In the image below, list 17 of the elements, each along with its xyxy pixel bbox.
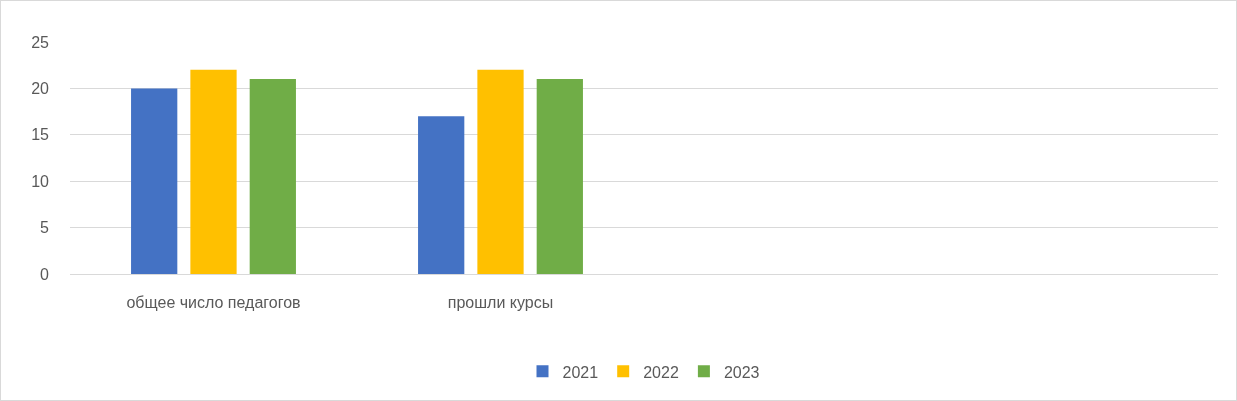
y-tick-label: 5 bbox=[40, 219, 50, 237]
legend-label: 2023 bbox=[723, 363, 760, 381]
y-tick-label: 25 bbox=[31, 33, 50, 51]
bar bbox=[477, 69, 524, 274]
y-tick-label: 10 bbox=[31, 172, 50, 190]
bar bbox=[536, 79, 583, 274]
y-tick-label: 0 bbox=[40, 265, 50, 283]
bar bbox=[131, 88, 178, 274]
x-tick-label: прошли курсы bbox=[447, 294, 554, 312]
x-tick-label: общее число педагогов bbox=[126, 294, 301, 312]
y-tick-label: 15 bbox=[31, 126, 50, 144]
y-tick-label: 20 bbox=[31, 80, 50, 97]
bar bbox=[418, 116, 465, 274]
bar bbox=[190, 69, 237, 274]
bar bbox=[249, 79, 296, 274]
legend-label: 2021 bbox=[562, 363, 599, 381]
legend-label: 2022 bbox=[643, 363, 679, 381]
